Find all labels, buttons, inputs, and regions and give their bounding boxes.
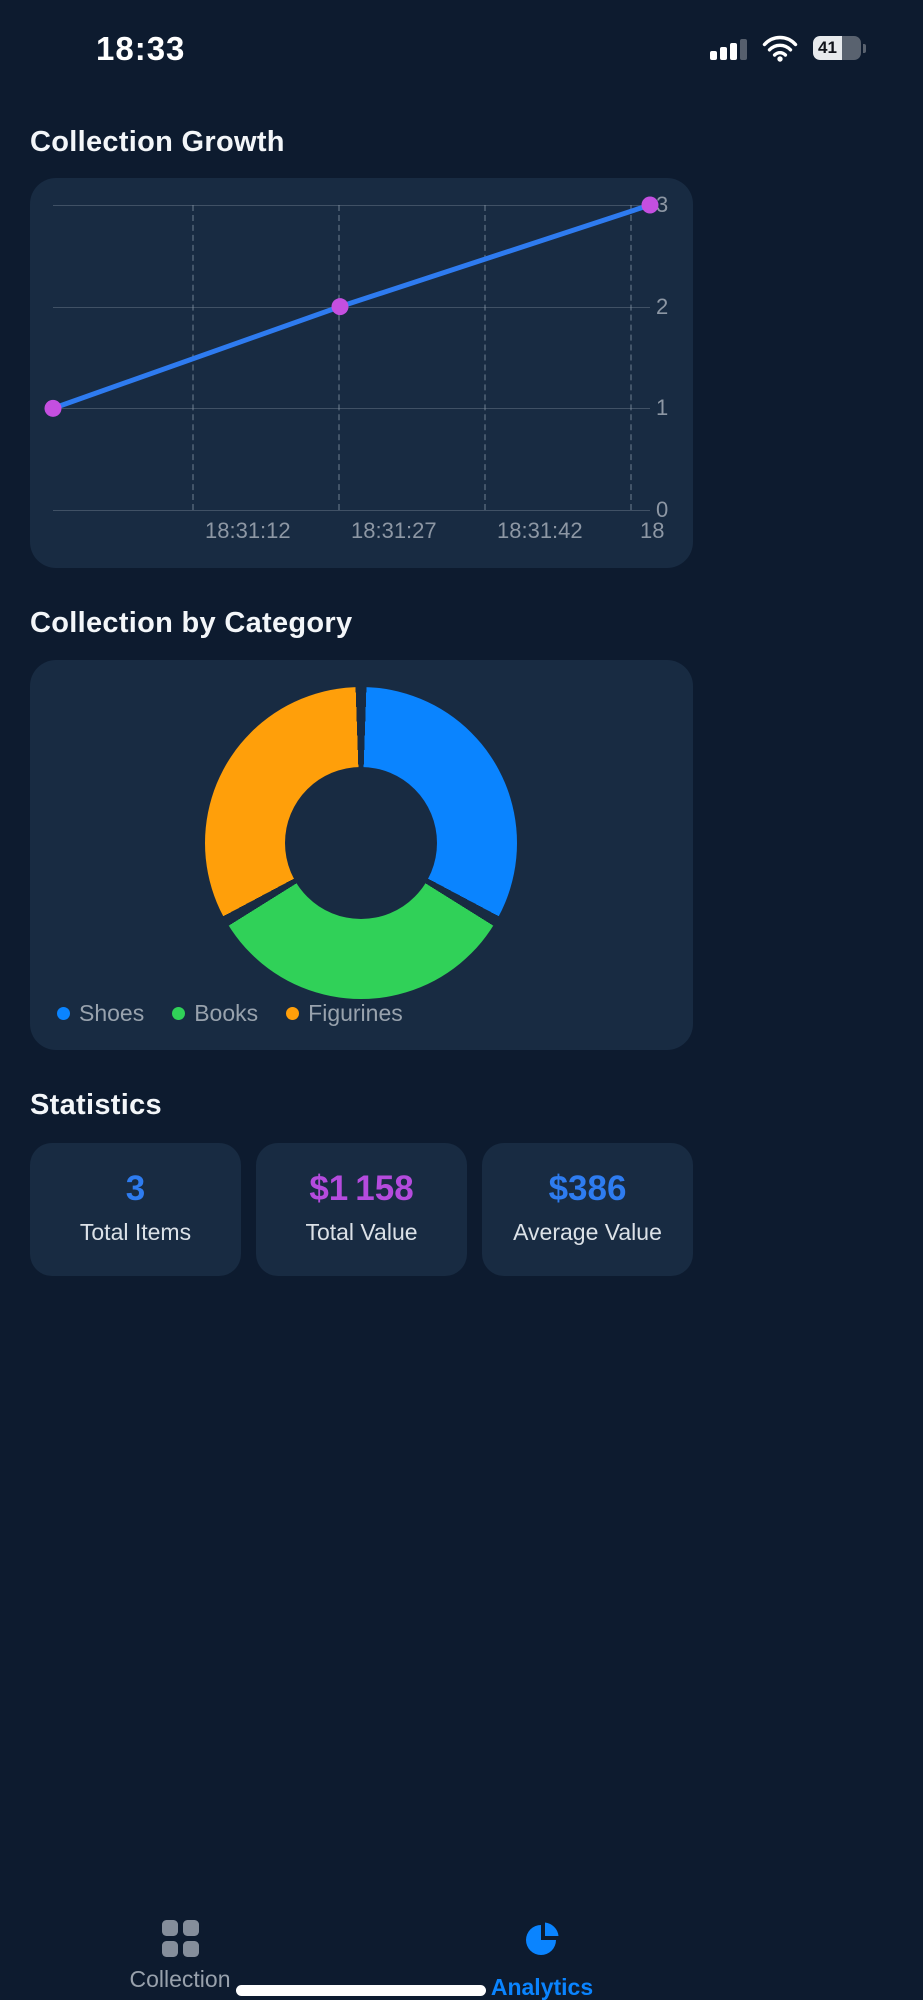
- stats-section-title: Statistics: [30, 1089, 162, 1121]
- stat-label: Total Value: [305, 1219, 418, 1245]
- battery-icon: 41: [813, 36, 866, 60]
- stat-value: 3: [125, 1169, 146, 1208]
- stat-label: Total Items: [79, 1219, 192, 1245]
- clock: 18:33: [96, 30, 186, 67]
- h-gridline: [53, 307, 650, 308]
- battery-nub: [863, 43, 866, 53]
- tab-label-analytics: Analytics: [490, 1974, 594, 2000]
- y-tick-label: 1: [656, 395, 669, 420]
- grid-icon: [161, 1920, 199, 1957]
- data-point: [44, 399, 62, 417]
- growth-line: [50, 202, 653, 411]
- tab-label-collection: Collection: [129, 1966, 231, 1992]
- x-tick-label: 18: [640, 518, 665, 543]
- v-gridline: [484, 205, 486, 510]
- x-tick-label: 18:31:42: [497, 518, 583, 543]
- growth-chart-card: 3 2 1 0 18:31:12 18:31:27 18:31:42 18: [30, 178, 693, 568]
- x-tick-label: 18:31:12: [205, 518, 291, 543]
- growth-section-title: Collection Growth: [30, 126, 285, 158]
- tab-analytics[interactable]: Analytics: [462, 1920, 622, 2000]
- legend-dot-figurines: [286, 1007, 300, 1020]
- home-indicator[interactable]: [236, 1985, 486, 1996]
- h-gridline: [53, 510, 650, 511]
- cellular-signal-icon: [710, 36, 747, 60]
- h-gridline: [53, 408, 650, 409]
- y-tick-label: 3: [656, 192, 669, 217]
- legend-dot-shoes: [57, 1007, 70, 1020]
- stat-card-average-value: $386 Average Value: [482, 1143, 693, 1276]
- y-tick-label: 0: [656, 497, 669, 522]
- stat-card-total-value: $1 158 Total Value: [256, 1143, 467, 1276]
- y-tick-label: 2: [656, 294, 669, 319]
- legend-label: Figurines: [308, 1000, 403, 1026]
- stat-value: $1 158: [309, 1169, 414, 1208]
- legend-item-shoes: Shoes: [57, 1000, 144, 1027]
- pie-chart-icon: [526, 1922, 559, 1955]
- battery-fill: [813, 36, 842, 60]
- status-bar: 41: [710, 34, 866, 62]
- stat-value: $386: [548, 1169, 627, 1208]
- battery-percent: 41: [818, 38, 837, 57]
- legend-label: Books: [194, 1000, 259, 1026]
- legend-item-books: Books: [172, 1000, 258, 1027]
- wifi-icon: [762, 35, 798, 62]
- donut-chart: [205, 687, 517, 999]
- chart-legend: Shoes Books Figurines: [57, 1000, 403, 1027]
- h-gridline: [53, 205, 650, 206]
- legend-label: Shoes: [79, 1000, 145, 1026]
- category-section-title: Collection by Category: [30, 607, 353, 639]
- legend-item-figurines: Figurines: [286, 1000, 403, 1027]
- donut-hole: [285, 767, 437, 919]
- growth-line-chart: [44, 196, 659, 417]
- legend-dot-books: [172, 1007, 186, 1020]
- category-chart-card: Shoes Books Figurines: [30, 660, 693, 1050]
- v-gridline: [338, 205, 340, 510]
- stat-card-total-items: 3 Total Items: [30, 1143, 241, 1276]
- tab-collection[interactable]: Collection: [100, 1920, 260, 1993]
- v-gridline: [630, 205, 632, 510]
- data-point: [641, 196, 659, 214]
- data-point: [331, 298, 349, 316]
- stat-label: Average Value: [513, 1219, 662, 1245]
- x-tick-label: 18:31:27: [351, 518, 437, 543]
